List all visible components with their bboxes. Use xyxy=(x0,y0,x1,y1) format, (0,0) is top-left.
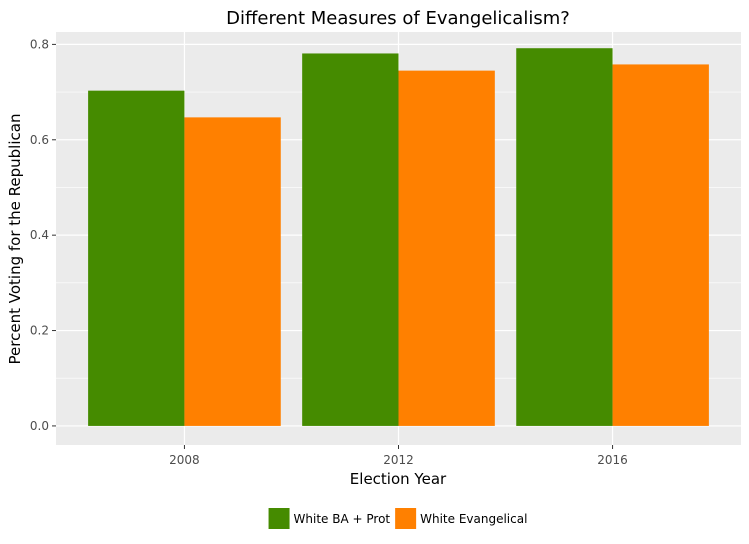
y-tick-label: 0.8 xyxy=(30,37,49,51)
y-axis-title: Percent Voting for the Republican xyxy=(6,114,24,365)
legend-item: White BA + Prot xyxy=(268,508,391,529)
bar-2016-white-ba-prot xyxy=(516,48,613,426)
legend-key xyxy=(395,508,417,529)
y-tick-label: 0.4 xyxy=(30,228,49,242)
x-axis-title: Election Year xyxy=(350,470,447,488)
x-tick-label: 2016 xyxy=(597,453,628,467)
legend-key xyxy=(268,508,290,529)
bar-2012-white-evangelical xyxy=(398,70,495,426)
bar-2008-white-evangelical xyxy=(184,117,281,426)
legend-label: White BA + Prot xyxy=(294,512,391,526)
legend: White BA + Prot White Evangelical xyxy=(268,508,527,529)
legend-item: White Evangelical xyxy=(395,508,527,529)
y-tick-label: 0.2 xyxy=(30,324,49,338)
x-axis: 2008 2012 2016 xyxy=(169,445,628,467)
x-tick-label: 2008 xyxy=(169,453,200,467)
y-tick-label: 0.6 xyxy=(30,133,49,147)
y-tick-label: 0.0 xyxy=(30,419,49,433)
bars xyxy=(88,48,709,426)
y-axis: 0.0 0.2 0.4 0.6 0.8 xyxy=(30,37,56,433)
bar-2012-white-ba-prot xyxy=(302,53,399,426)
legend-label: White Evangelical xyxy=(420,512,527,526)
bar-2016-white-evangelical xyxy=(612,64,709,426)
bar-2008-white-ba-prot xyxy=(88,90,185,426)
chart-title: Different Measures of Evangelicalism? xyxy=(226,8,570,29)
x-tick-label: 2012 xyxy=(383,453,414,467)
